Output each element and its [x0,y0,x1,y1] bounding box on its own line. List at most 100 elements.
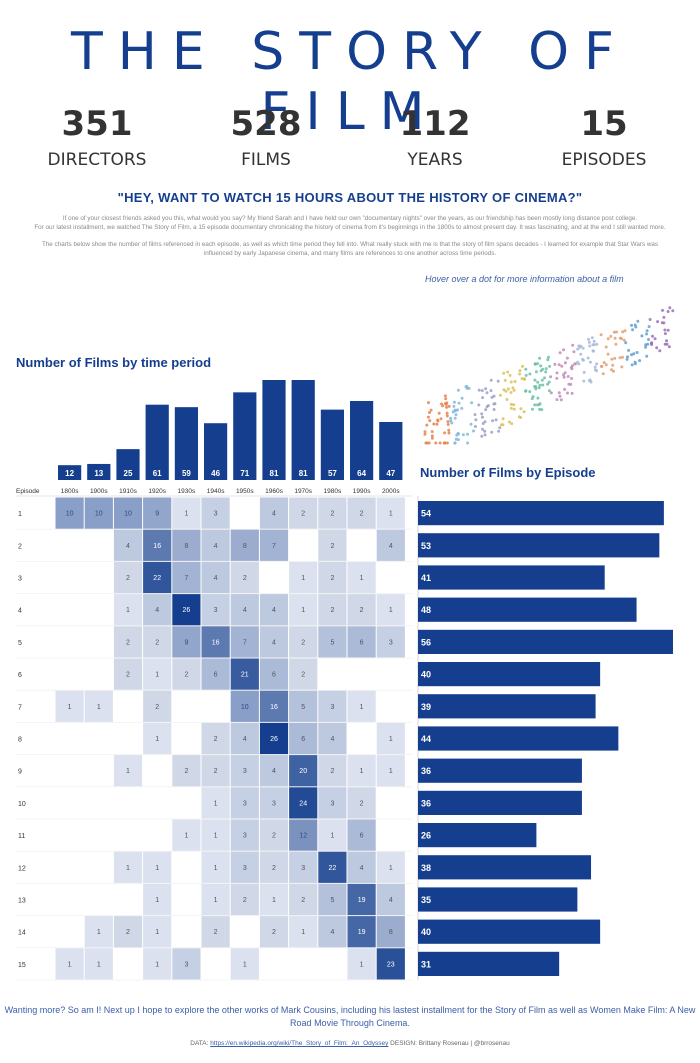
heatmap-cell-label: 2 [301,511,305,518]
heatmap-cell [259,722,289,755]
heatmap-cell-label: 4 [330,929,334,936]
period-bar [116,449,140,480]
heatmap-cell-label: 1 [155,929,159,936]
film-dot [577,362,581,366]
period-bar-label: 46 [211,469,220,478]
heatmap-cell-label: 3 [389,639,393,646]
heatmap-cell-label: 2 [126,639,130,646]
episode-bar [418,662,601,687]
film-dot [423,430,427,434]
film-dot [650,343,654,346]
intro-paragraph-1: If one of your closest friends asked you… [30,214,670,232]
data-source-link[interactable]: https://en.wikipedia.org/wiki/The_Story_… [210,1040,389,1047]
heatmap-cell [289,722,318,755]
period-bar [291,380,315,480]
film-dot [429,408,433,412]
heatmap-cell [113,497,143,529]
heatmap-cell [230,755,259,787]
heatmap-cell-label: 2 [272,929,276,936]
heatmap-cell-label: 4 [272,511,276,518]
film-dot [600,364,603,368]
film-dot [660,321,664,325]
film-dot [566,391,569,395]
stat-years: 112 YEARS [355,104,515,170]
episode-bar [418,790,582,815]
heatmap-cell [143,594,172,626]
heatmap-cell [259,658,289,690]
film-dot [604,345,608,349]
film-dot [593,368,597,372]
heatmap-cell [201,916,230,948]
heatmap-cell [259,916,289,948]
period-tick-label: 1800s [61,488,79,495]
heatmap-cell-label: 4 [389,897,393,904]
heatmap-cell-label: 1 [97,929,101,936]
film-dot [485,391,489,395]
film-dot [460,396,464,400]
film-dot [666,328,670,332]
film-dot [587,337,591,341]
heatmap-cell [347,851,376,883]
film-dot [489,389,493,393]
film-dot [453,441,457,445]
episode-axis-header: Episode [16,488,40,495]
film-dot [510,422,514,426]
stat-films: 528 FILMS [186,104,346,170]
period-chart-title: Number of Films by time period [16,355,212,370]
film-dot [443,402,447,406]
heatmap-cell-label: 9 [155,511,159,518]
film-dot [620,337,623,341]
heatmap-cell [318,722,347,755]
heatmap-cell [201,722,230,755]
heatmap-cell-label: 5 [301,704,305,711]
heatmap-cell [318,594,347,626]
film-dot [506,387,510,391]
heatmap-cell-label: 3 [301,865,305,872]
heatmap-cell-label: 1 [155,736,159,743]
film-dot [426,415,430,419]
period-tick-label: 1940s [207,488,225,495]
heatmap-cell-label: 5 [330,639,334,646]
heatmap-cell [347,948,376,980]
film-dot [502,388,506,392]
film-dot [466,441,470,445]
heatmap-cell [84,948,113,980]
film-dot [618,356,622,360]
heatmap-cell-label: 2 [301,639,305,646]
heatmap-cell-label: 4 [330,736,334,743]
film-dot [576,347,580,351]
film-dot [512,403,516,407]
film-dot [653,337,657,341]
film-dot [622,338,626,342]
film-dot [546,382,550,386]
period-bar [145,404,169,480]
film-dot [658,349,662,353]
film-dot [610,357,614,361]
film-dot [587,340,591,344]
heatmap-cell [347,497,376,529]
film-dot [502,371,506,375]
film-dot [427,441,431,445]
film-dot [665,342,669,346]
heatmap-cell [259,883,289,916]
stat-label: EPISODES [561,150,647,170]
heatmap-cell [172,658,201,690]
heatmap-cell [113,626,143,658]
heatmap-cell-label: 6 [272,672,276,679]
film-dot [449,419,453,423]
film-dot [562,373,565,377]
heatmap-cell-label: 19 [358,897,366,904]
film-dot [665,339,668,343]
heatmap-cell-label: 2 [126,929,130,936]
period-tick-label: 1970s [294,488,312,495]
heatmap-cell [55,497,84,529]
film-dot [559,398,563,402]
period-bar-label: 71 [240,469,249,478]
film-dot [509,402,513,406]
heatmap-cell-label: 3 [214,607,218,614]
period-tick-label: 1900s [90,488,108,495]
film-dot [524,389,528,393]
period-bar-label: 81 [299,469,308,478]
film-dot [490,430,494,434]
heatmap-cell [113,755,143,787]
